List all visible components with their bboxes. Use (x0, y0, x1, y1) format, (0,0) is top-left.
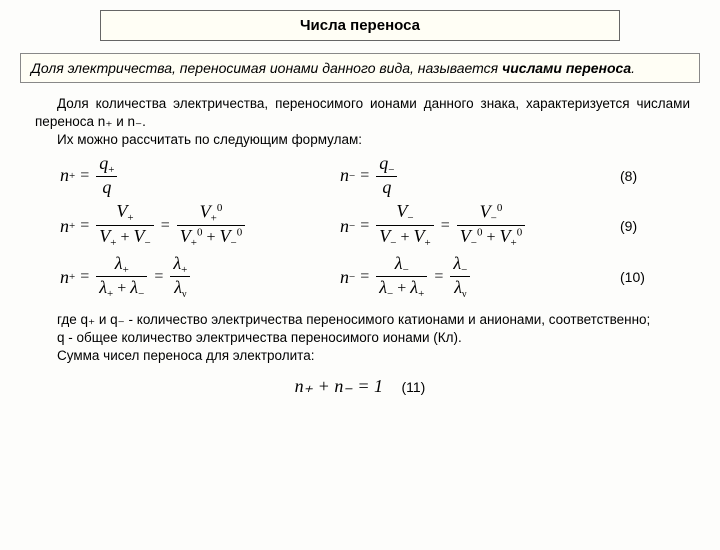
eq8-left: n+= q+q (60, 154, 340, 199)
eqnum-9: (9) (620, 218, 660, 234)
formula-row-10: n+= λ+λ+ + λ− = λ+λν n−= λ−λ− + λ+ = λ−λ… (60, 254, 690, 301)
final-eq-text: n₊ + n₋ = 1 (295, 376, 383, 396)
eq10-left: n+= λ+λ+ + λ− = λ+λν (60, 254, 340, 301)
notes2: q - общее количество электричества перен… (57, 330, 462, 345)
eq8-right: n−= q−q (340, 154, 620, 199)
eq10-right: n−= λ−λ− + λ+ = λ−λν (340, 254, 620, 301)
notes1: где q₊ и q₋ - количество электричества п… (57, 312, 650, 327)
subtitle-emph: числами переноса (502, 60, 631, 76)
notes3: Сумма чисел переноса для электролита: (57, 348, 314, 363)
formula-row-9: n+= V+V+ + V− = V+0V+0 + V−0 n−= V−V− + … (60, 202, 690, 249)
title-text: Числа переноса (300, 17, 420, 34)
eq9-left: n+= V+V+ + V− = V+0V+0 + V−0 (60, 202, 340, 249)
eqnum-11: (11) (401, 379, 425, 395)
para1-text: Доля количества электричества, переносим… (35, 96, 690, 129)
title-box: Числа переноса (100, 10, 620, 41)
subtitle-end: . (631, 60, 635, 76)
subtitle-text: Доля электричества, переносимая ионами д… (31, 60, 502, 76)
final-equation: n₊ + n₋ = 1 (11) (0, 376, 720, 397)
eq9-right: n−= V−V− + V+ = V−0V−0 + V+0 (340, 202, 620, 249)
notes-block: где q₊ и q₋ - количество электричества п… (35, 311, 690, 366)
eqnum-10: (10) (620, 269, 660, 285)
formula-row-8: n+= q+q n−= q−q (8) (60, 154, 690, 199)
paragraph-1: Доля количества электричества, переносим… (35, 95, 690, 150)
para2-text: Их можно рассчитать по следующим формула… (57, 132, 362, 147)
subtitle-box: Доля электричества, переносимая ионами д… (20, 53, 700, 83)
formula-block: n+= q+q n−= q−q (8) n+= V+V+ + V− = V+0V… (60, 154, 690, 301)
eqnum-8: (8) (620, 168, 660, 184)
